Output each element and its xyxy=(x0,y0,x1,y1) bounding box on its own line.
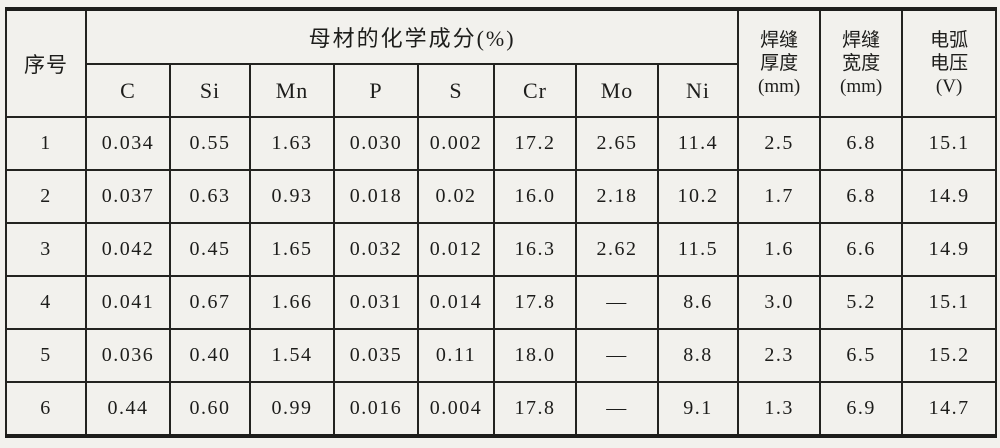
col-header-serial: 序号 xyxy=(5,8,87,118)
value-cell: 2.18 xyxy=(575,169,659,224)
value-cell: 0.44 xyxy=(85,381,171,437)
value-cell: 14.9 xyxy=(901,169,998,224)
header-row-elements: C Si Mn P S Cr Mo Ni xyxy=(6,63,996,118)
value-cell: 0.93 xyxy=(249,169,335,224)
value-cell: 15.2 xyxy=(901,328,998,383)
value-cell: 0.041 xyxy=(85,275,171,330)
value-cell: 0.037 xyxy=(85,169,171,224)
value-cell: 0.002 xyxy=(417,116,495,171)
col-header-arc-voltage: 电弧 电压 (V) xyxy=(901,8,998,118)
value-cell: 0.11 xyxy=(417,328,495,383)
value-cell: 9.1 xyxy=(656,381,740,437)
table-row: 6 0.44 0.60 0.99 0.016 0.004 17.8—9.1 1.3 6.9 14.… xyxy=(5,381,998,437)
value-cell: 15.1 xyxy=(901,116,998,171)
table-row: 5 0.036 0.40 1.54 0.035 0.11 18.0—8.8 2.3 6.5 15.… xyxy=(5,328,998,383)
value-cell: 0.55 xyxy=(169,116,251,171)
value-cell: 1.63 xyxy=(249,116,335,171)
col-header-element: Cr xyxy=(493,63,577,118)
col-header-weld-thickness: 焊缝 厚度 (mm) xyxy=(737,8,822,118)
value-cell: 0.031 xyxy=(333,275,419,330)
col-header-element: P xyxy=(333,63,419,118)
value-cell: 8.8 xyxy=(656,328,740,383)
value-cell: 0.004 xyxy=(417,381,495,437)
value-cell: — xyxy=(575,275,659,330)
col-header-element: Si xyxy=(169,63,251,118)
value-cell: 2.3 xyxy=(737,328,822,383)
value-cell: 14.9 xyxy=(901,222,998,277)
value-cell: 0.45 xyxy=(169,222,251,277)
value-cell: 1.65 xyxy=(249,222,335,277)
table-row: 2 0.037 0.63 0.93 0.018 0.02 16.0 2.18 10.2 1.7 6.… xyxy=(5,169,998,224)
value-cell: 11.4 xyxy=(656,116,740,171)
value-cell: 6.6 xyxy=(819,222,904,277)
value-cell: 0.014 xyxy=(417,275,495,330)
value-cell: 0.016 xyxy=(333,381,419,437)
value-cell: 1.7 xyxy=(737,169,822,224)
value-cell: 17.8 xyxy=(493,381,577,437)
table-row: 4 0.041 0.67 1.66 0.031 0.014 17.8—8.6 3.0 5.2 15… xyxy=(5,275,998,330)
value-cell: 2.65 xyxy=(575,116,659,171)
col-header-weld-width: 焊缝 宽度 (mm) xyxy=(819,8,904,118)
col-header-element: C xyxy=(85,63,171,118)
col-header-element: Mo xyxy=(575,63,659,118)
value-cell: 17.2 xyxy=(493,116,577,171)
value-cell: — xyxy=(575,328,659,383)
table-row: 1 0.034 0.55 1.63 0.030 0.002 17.2 2.65 11.4 2.5 6… xyxy=(5,116,998,171)
value-cell: 17.8 xyxy=(493,275,577,330)
value-cell: 0.67 xyxy=(169,275,251,330)
value-cell: 0.042 xyxy=(85,222,171,277)
value-cell: 1.66 xyxy=(249,275,335,330)
serial-cell: 4 xyxy=(5,275,87,330)
table-row: 3 0.042 0.45 1.65 0.032 0.012 16.3 2.62 11.5 1.6 6… xyxy=(5,222,998,277)
value-cell: 0.60 xyxy=(169,381,251,437)
header-row-groups: 序号 母材的化学成分(%) 焊缝 厚度 (mm) 焊缝 宽度 (mm) 电弧 电… xyxy=(5,8,998,118)
value-cell: 2.5 xyxy=(737,116,822,171)
value-cell: 0.036 xyxy=(85,328,171,383)
value-cell: 18.0 xyxy=(493,328,577,383)
value-cell: 2.62 xyxy=(575,222,659,277)
value-cell: 1.6 xyxy=(737,222,822,277)
value-cell: 6.8 xyxy=(819,116,904,171)
value-cell: 8.6 xyxy=(656,275,740,330)
value-cell: 0.030 xyxy=(333,116,419,171)
chemical-composition-table: 序号 母材的化学成分(%) 焊缝 厚度 (mm) 焊缝 宽度 (mm) 电弧 电… xyxy=(5,7,998,438)
value-cell: 0.63 xyxy=(169,169,251,224)
table-body: 1 0.034 0.55 1.63 0.030 0.002 17.2 2.65 11.4 2.5 6… xyxy=(5,116,998,437)
value-cell: — xyxy=(575,381,659,437)
value-cell: 5.2 xyxy=(819,275,904,330)
value-cell: 6.8 xyxy=(819,169,904,224)
value-cell: 16.0 xyxy=(493,169,577,224)
value-cell: 15.1 xyxy=(901,275,998,330)
serial-cell: 1 xyxy=(5,116,87,171)
value-cell: 16.3 xyxy=(493,222,577,277)
value-cell: 10.2 xyxy=(656,169,740,224)
serial-cell: 5 xyxy=(5,328,87,383)
value-cell: 0.012 xyxy=(417,222,495,277)
value-cell: 0.035 xyxy=(333,328,419,383)
value-cell: 0.40 xyxy=(169,328,251,383)
col-header-element: Mn xyxy=(249,63,335,118)
value-cell: 0.034 xyxy=(85,116,171,171)
col-header-element: S xyxy=(417,63,495,118)
value-cell: 6.5 xyxy=(819,328,904,383)
value-cell: 0.99 xyxy=(249,381,335,437)
value-cell: 0.02 xyxy=(417,169,495,224)
value-cell: 3.0 xyxy=(737,275,822,330)
serial-cell: 2 xyxy=(5,169,87,224)
col-header-composition-group: 母材的化学成分(%) xyxy=(84,8,740,65)
serial-cell: 3 xyxy=(5,222,87,277)
table-header: 序号 母材的化学成分(%) 焊缝 厚度 (mm) 焊缝 宽度 (mm) 电弧 电… xyxy=(5,8,998,118)
serial-cell: 6 xyxy=(5,381,87,437)
col-header-element: Ni xyxy=(656,63,740,118)
value-cell: 0.032 xyxy=(333,222,419,277)
value-cell: 1.3 xyxy=(737,381,822,437)
value-cell: 6.9 xyxy=(819,381,904,437)
value-cell: 11.5 xyxy=(656,222,740,277)
value-cell: 0.018 xyxy=(333,169,419,224)
value-cell: 14.7 xyxy=(901,381,998,437)
value-cell: 1.54 xyxy=(249,328,335,383)
